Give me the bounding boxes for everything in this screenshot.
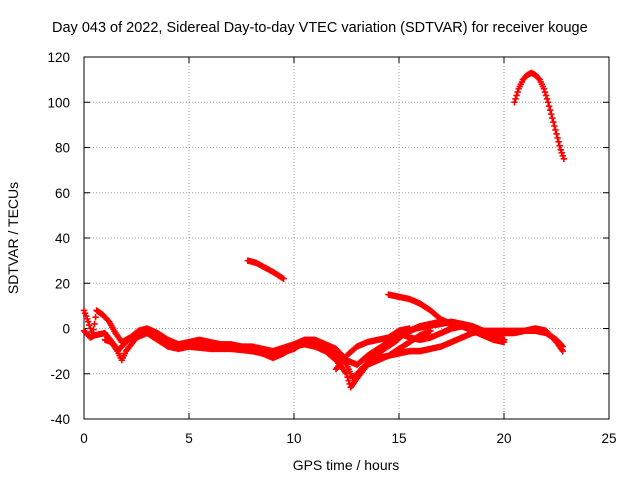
gridlines xyxy=(84,57,609,419)
series-track-9 xyxy=(511,69,568,163)
data-points xyxy=(80,69,568,391)
chart-title: Day 043 of 2022, Sidereal Day-to-day VTE… xyxy=(52,20,588,36)
y-tick-label: 100 xyxy=(47,95,70,110)
data-point xyxy=(542,92,550,99)
data-point xyxy=(91,320,98,328)
data-point xyxy=(547,106,554,114)
data-point xyxy=(514,88,521,96)
y-tick-label: -20 xyxy=(50,367,70,382)
data-point xyxy=(344,373,351,381)
data-point xyxy=(535,75,542,82)
series-track-5 xyxy=(374,327,566,362)
x-tick-label: 25 xyxy=(601,431,616,446)
data-point xyxy=(558,149,565,156)
data-point xyxy=(543,95,551,103)
data-point xyxy=(557,146,564,153)
y-axis-label: SDTVAR / TECUs xyxy=(5,182,21,294)
data-point xyxy=(555,138,562,146)
data-point xyxy=(549,114,556,122)
data-point xyxy=(550,118,557,126)
data-point xyxy=(551,122,558,130)
data-point xyxy=(559,343,566,350)
axis-ticks xyxy=(83,56,610,420)
y-tick-label: 120 xyxy=(47,50,70,65)
y-tick-label: -40 xyxy=(50,412,70,427)
x-tick-label: 0 xyxy=(80,431,88,446)
x-tick-label: 20 xyxy=(496,431,511,446)
y-tick-label: 0 xyxy=(62,322,70,337)
series-track-7 xyxy=(385,291,508,346)
x-tick-label: 5 xyxy=(185,431,193,446)
y-tick-label: 80 xyxy=(55,141,70,156)
data-point xyxy=(500,338,508,346)
data-point xyxy=(544,99,552,106)
data-point xyxy=(540,85,548,92)
data-point xyxy=(548,110,555,118)
y-tick-labels: -40 -20 0 20 40 60 80 100 120 xyxy=(47,50,70,427)
x-tick-labels: 0 5 10 15 20 25 xyxy=(80,431,616,446)
data-point xyxy=(512,95,519,103)
series-track-8 xyxy=(244,257,287,282)
y-tick-label: 60 xyxy=(55,186,70,201)
x-tick-label: 10 xyxy=(286,431,301,446)
data-point xyxy=(513,92,520,99)
data-point xyxy=(90,326,97,333)
y-tick-label: 20 xyxy=(55,276,70,291)
data-point xyxy=(511,99,518,106)
data-point xyxy=(556,142,563,150)
data-point xyxy=(552,126,559,134)
data-point xyxy=(280,275,287,282)
data-point xyxy=(559,152,566,159)
x-tick-label: 15 xyxy=(391,431,406,446)
data-point xyxy=(406,325,413,332)
data-point xyxy=(85,318,92,325)
x-axis-label: GPS time / hours xyxy=(293,457,400,473)
data-point xyxy=(345,377,352,384)
data-point xyxy=(92,313,99,321)
data-point xyxy=(545,103,553,110)
data-point xyxy=(86,321,93,329)
data-point xyxy=(560,155,568,163)
data-point xyxy=(541,88,549,96)
data-point xyxy=(554,134,561,142)
data-point xyxy=(87,325,94,332)
y-tick-label: 40 xyxy=(55,231,70,246)
data-point xyxy=(558,342,565,349)
data-point xyxy=(553,130,560,138)
